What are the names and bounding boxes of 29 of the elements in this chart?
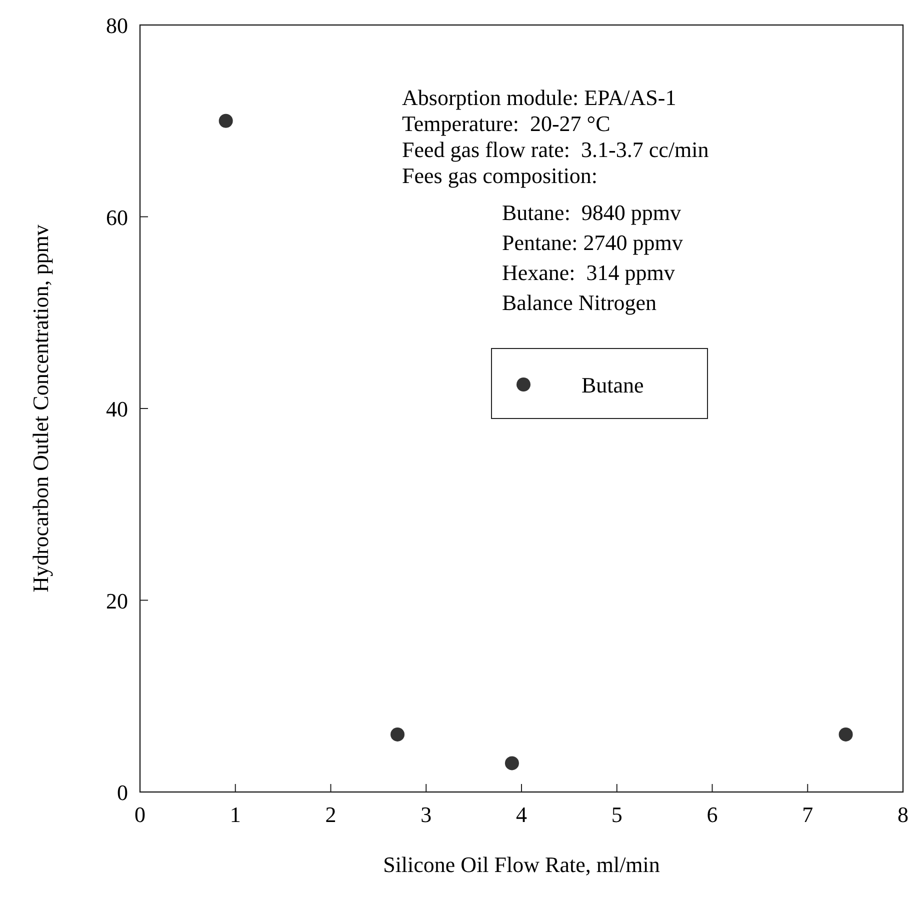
annotation: Hexane: 314 ppmv <box>502 260 675 285</box>
y-tick-label: 0 <box>117 780 128 805</box>
x-tick-label: 5 <box>611 802 622 827</box>
annotation: Balance Nitrogen <box>502 290 657 315</box>
legend-label: Butane <box>582 372 644 398</box>
point <box>504 756 519 770</box>
x-tick-label: 1 <box>230 802 241 827</box>
annotation: Butane: 9840 ppmv <box>502 200 682 225</box>
y-tick-label: 80 <box>106 13 128 38</box>
x-tick-label: 7 <box>802 802 814 827</box>
point <box>390 727 405 742</box>
annotation: Pentane: 2740 ppmv <box>502 230 683 255</box>
annotation: Feed gas flow rate: 3.1-3.7 cc/min <box>402 137 709 162</box>
annotation: Temperature: 20-27 °C <box>402 111 610 136</box>
annotation: Absorption module: EPA/AS-1 <box>402 85 676 110</box>
y-tick-label: 40 <box>106 396 128 422</box>
annotation: Fees gas composition: <box>402 163 598 188</box>
point <box>218 114 233 128</box>
y-axis-title: Hydrocarbon Outlet Concentration, ppmv <box>28 224 53 592</box>
x-tick-label: 8 <box>898 802 908 827</box>
x-tick-label: 6 <box>706 802 718 827</box>
x-axis-title: Silicone Oil Flow Rate, ml/min <box>383 852 660 877</box>
y-tick-label: 60 <box>106 204 128 230</box>
point <box>838 727 853 742</box>
x-tick-label: 2 <box>325 802 336 827</box>
x-tick-label: 3 <box>420 802 432 827</box>
y-tick-label: 20 <box>106 588 128 614</box>
x-tick-label: 0 <box>134 802 146 827</box>
x-tick-label: 4 <box>516 802 527 827</box>
